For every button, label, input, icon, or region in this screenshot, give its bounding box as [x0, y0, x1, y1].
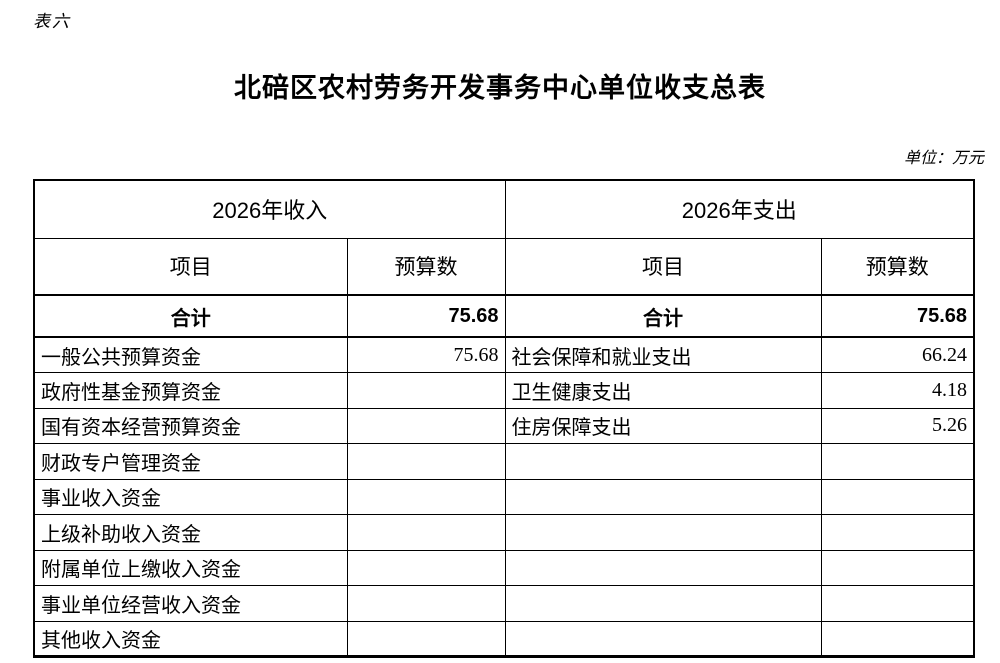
income-value-cell: [346, 585, 506, 622]
expense-value-cell: 66.24: [820, 336, 975, 373]
expense-item-cell: [504, 478, 822, 515]
table-row: 国有资本经营预算资金 住房保障支出 5.26: [33, 407, 975, 444]
expense-value-cell: [820, 585, 975, 622]
table-row: 财政专户管理资金: [33, 443, 975, 480]
income-item-cell: 财政专户管理资金: [33, 443, 348, 480]
income-value-cell: [346, 478, 506, 515]
income-item-cell: 国有资本经营预算资金: [33, 407, 348, 444]
table-row: 事业收入资金: [33, 478, 975, 515]
income-item-column-header: 项目: [33, 237, 348, 296]
table-row: 政府性基金预算资金 卫生健康支出 4.18: [33, 372, 975, 409]
sheet-label: 表六: [33, 12, 71, 31]
income-total-value: 75.68: [346, 294, 506, 338]
income-item-cell: 一般公共预算资金: [33, 336, 348, 373]
table-row: 一般公共预算资金 75.68 社会保障和就业支出 66.24: [33, 336, 975, 373]
expense-item-cell: [504, 549, 822, 586]
column-header-row: 项目 预算数 项目 预算数: [33, 237, 975, 296]
income-value-cell: 75.68: [346, 336, 506, 373]
expense-item-cell: 社会保障和就业支出: [504, 336, 822, 373]
expense-value-cell: [820, 549, 975, 586]
section-header-row: 2026年收入 2026年支出: [33, 179, 975, 239]
expense-section-header: 2026年支出: [504, 179, 975, 239]
expense-item-cell: [504, 514, 822, 551]
page-title: 北碚区农村劳务开发事务中心单位收支总表: [234, 73, 766, 103]
expense-item-cell: [504, 585, 822, 622]
expense-total-label: 合计: [504, 294, 822, 338]
expense-item-cell: [504, 443, 822, 480]
expense-value-cell: [820, 620, 975, 657]
expense-total-value: 75.68: [820, 294, 975, 338]
income-value-cell: [346, 549, 506, 586]
expense-item-cell: 卫生健康支出: [504, 372, 822, 409]
total-row: 合计 75.68 合计 75.68: [33, 294, 975, 338]
expense-value-cell: [820, 478, 975, 515]
income-item-cell: 上级补助收入资金: [33, 514, 348, 551]
table-row: 上级补助收入资金: [33, 514, 975, 551]
income-value-cell: [346, 620, 506, 657]
income-value-cell: [346, 443, 506, 480]
table-row: 附属单位上缴收入资金: [33, 549, 975, 586]
table-row: 其他收入资金: [33, 620, 975, 657]
expense-item-cell: [504, 620, 822, 657]
income-value-cell: [346, 372, 506, 409]
expense-value-cell: [820, 443, 975, 480]
income-total-label: 合计: [33, 294, 348, 338]
income-item-cell: 附属单位上缴收入资金: [33, 549, 348, 586]
income-value-cell: [346, 514, 506, 551]
income-section-header: 2026年收入: [33, 179, 506, 239]
expense-value-cell: 5.26: [820, 407, 975, 444]
table-row: 事业单位经营收入资金: [33, 585, 975, 622]
expense-budget-column-header: 预算数: [820, 237, 975, 296]
income-item-cell: 事业收入资金: [33, 478, 348, 515]
expense-value-cell: [820, 514, 975, 551]
income-item-cell: 其他收入资金: [33, 620, 348, 657]
income-budget-column-header: 预算数: [346, 237, 506, 296]
expense-value-cell: 4.18: [820, 372, 975, 409]
income-item-cell: 政府性基金预算资金: [33, 372, 348, 409]
unit-note: 单位：万元: [903, 150, 984, 167]
income-value-cell: [346, 407, 506, 444]
income-item-cell: 事业单位经营收入资金: [33, 585, 348, 622]
expense-item-cell: 住房保障支出: [504, 407, 822, 444]
budget-table: 2026年收入 2026年支出 项目 预算数 项目 预算数 合计 75.68 合…: [33, 179, 976, 658]
expense-item-column-header: 项目: [504, 237, 822, 296]
